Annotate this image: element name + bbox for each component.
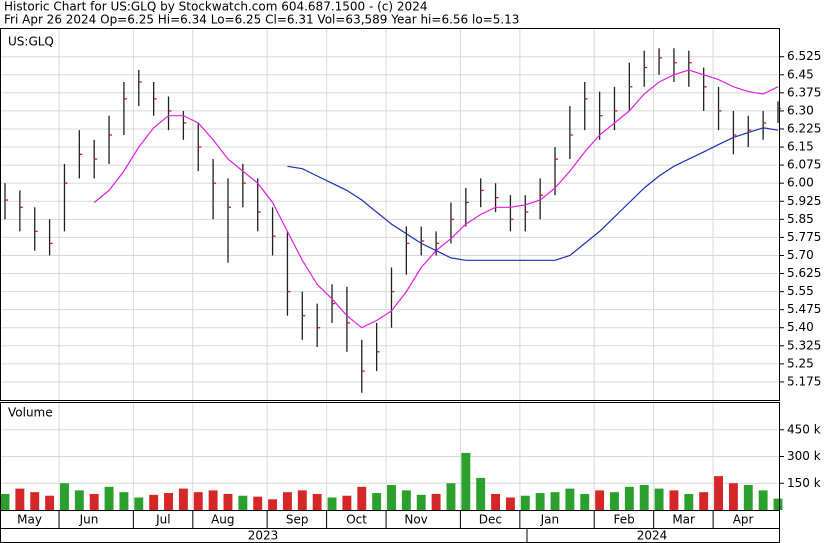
x-tick-label: Dec bbox=[479, 513, 502, 527]
symbol-label: US:GLQ bbox=[8, 35, 54, 49]
volume-bar bbox=[758, 490, 768, 510]
volume-bar bbox=[476, 477, 486, 510]
volume-bar bbox=[238, 495, 248, 510]
year-label: 2024 bbox=[637, 529, 668, 543]
y-tick-label: 6.525 bbox=[787, 49, 821, 63]
volume-bar bbox=[610, 492, 619, 510]
volume-bar bbox=[654, 488, 664, 510]
volume-bar bbox=[714, 476, 723, 510]
volume-bar bbox=[431, 493, 441, 510]
volume-bar bbox=[773, 498, 783, 510]
y-tick-label: 5.325 bbox=[787, 338, 821, 352]
volume-bar bbox=[535, 493, 545, 510]
x-tick-label: Sep bbox=[286, 513, 309, 527]
volume-bar bbox=[268, 499, 278, 510]
y-tick-label: 6.225 bbox=[787, 121, 821, 135]
volume-bar bbox=[119, 492, 129, 510]
volume-bar bbox=[312, 493, 322, 510]
volume-bar bbox=[223, 493, 233, 510]
volume-bar bbox=[416, 494, 426, 510]
volume-bar bbox=[505, 497, 515, 510]
y-tick-label: 5.925 bbox=[787, 194, 821, 208]
volume-bar bbox=[580, 493, 590, 510]
volume-bar bbox=[193, 492, 203, 510]
x-tick-label: Nov bbox=[404, 513, 427, 527]
x-tick-label: Jun bbox=[79, 513, 99, 527]
volume-bar bbox=[684, 493, 694, 510]
volume-bar bbox=[327, 497, 337, 510]
x-tick-label: Oct bbox=[346, 513, 367, 527]
y-tick-label: 6.075 bbox=[787, 158, 821, 172]
y-tick-label: 6.375 bbox=[787, 85, 821, 99]
volume-bar bbox=[699, 492, 709, 510]
volume-bar bbox=[461, 452, 471, 510]
volume-bar bbox=[297, 490, 307, 510]
volume-bar bbox=[639, 485, 649, 510]
volume-bar bbox=[595, 490, 605, 510]
x-tick-label: Apr bbox=[733, 513, 754, 527]
volume-bar bbox=[104, 486, 114, 510]
volume-bar bbox=[282, 492, 292, 510]
x-tick-label: Feb bbox=[614, 513, 635, 527]
volume-bar bbox=[565, 488, 575, 510]
price-frame bbox=[0, 28, 780, 401]
volume-bar bbox=[208, 490, 218, 510]
y-tick-label: 6.45 bbox=[787, 67, 814, 81]
y-tick-label: 6.15 bbox=[787, 140, 814, 154]
y-tick-label: 300 k bbox=[787, 449, 821, 463]
y-tick-label: 5.40 bbox=[787, 320, 814, 334]
x-tick-label: May bbox=[17, 513, 42, 527]
x-tick-label: Aug bbox=[211, 513, 234, 527]
x-tick-label: Jan bbox=[540, 513, 560, 527]
volume-bar bbox=[0, 493, 10, 510]
y-tick-label: 5.70 bbox=[787, 248, 814, 262]
volume-bar bbox=[15, 488, 25, 510]
volume-bar bbox=[89, 493, 99, 510]
volume-bar bbox=[491, 493, 501, 510]
x-tick-label: Jul bbox=[155, 513, 170, 527]
y-tick-label: 6.30 bbox=[787, 103, 814, 117]
volume-bar bbox=[624, 486, 634, 510]
y-tick-label: 5.625 bbox=[787, 266, 821, 280]
volume-bar bbox=[387, 485, 396, 510]
volume-bar bbox=[743, 485, 753, 510]
volume-bar bbox=[253, 496, 263, 510]
volume-bar bbox=[357, 486, 367, 510]
year-label: 2023 bbox=[248, 529, 279, 543]
y-tick-label: 5.175 bbox=[787, 374, 821, 388]
y-tick-label: 5.475 bbox=[787, 302, 821, 316]
y-tick-label: 150 k bbox=[787, 476, 821, 490]
y-tick-label: 6.00 bbox=[787, 176, 814, 190]
y-tick-label: 5.775 bbox=[787, 230, 821, 244]
volume-bar bbox=[728, 483, 738, 510]
volume-bar bbox=[178, 488, 188, 510]
volume-label: Volume bbox=[8, 406, 53, 420]
volume-bar bbox=[342, 495, 352, 510]
moving-average bbox=[287, 127, 779, 261]
volume-bar bbox=[446, 483, 456, 510]
volume-bar bbox=[134, 497, 144, 510]
volume-bar bbox=[45, 495, 55, 510]
x-tick-label: Mar bbox=[672, 513, 695, 527]
plot-area bbox=[0, 29, 784, 510]
volume-bar bbox=[30, 492, 40, 510]
chart-title: Historic Chart for US:GLQ by Stockwatch.… bbox=[4, 0, 427, 14]
volume-bar bbox=[550, 492, 560, 510]
volume-bar bbox=[60, 483, 69, 510]
y-tick-label: 5.85 bbox=[787, 212, 814, 226]
volume-bar bbox=[149, 494, 159, 510]
y-tick-label: 450 k bbox=[787, 422, 821, 436]
volume-bar bbox=[520, 495, 530, 510]
volume-bar bbox=[164, 493, 173, 510]
volume-bar bbox=[401, 490, 411, 510]
y-tick-label: 5.55 bbox=[787, 284, 814, 298]
volume-bar bbox=[74, 490, 84, 510]
y-tick-label: 5.25 bbox=[787, 356, 814, 370]
chart-subtitle: Fri Apr 26 2024 Op=6.25 Hi=6.34 Lo=6.25 … bbox=[4, 13, 519, 27]
volume-bar bbox=[372, 493, 382, 510]
volume-bar bbox=[669, 490, 679, 510]
